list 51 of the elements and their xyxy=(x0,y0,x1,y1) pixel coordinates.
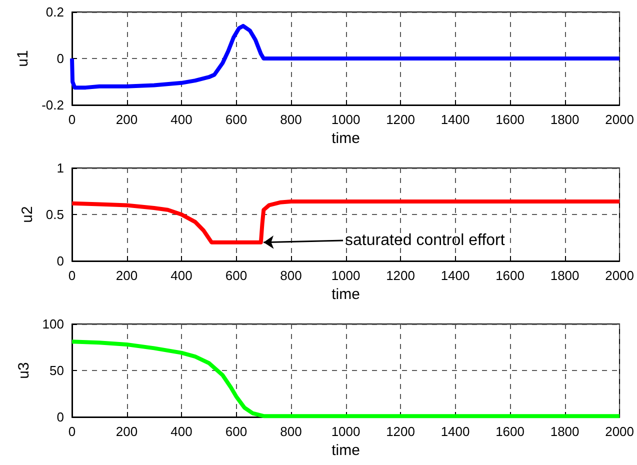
y-tick-label: 100 xyxy=(42,316,64,332)
x-axis-title: time xyxy=(332,442,360,459)
x-tick-label: 1200 xyxy=(386,268,415,283)
x-tick-label: 800 xyxy=(280,424,302,439)
x-tick-label: 1200 xyxy=(386,424,415,439)
x-tick-label: 600 xyxy=(225,424,248,439)
x-tick-label: 200 xyxy=(116,424,138,439)
y-tick-label: 1 xyxy=(56,160,64,176)
y-tick-label: 0 xyxy=(56,410,64,424)
y-axis-title: u1 xyxy=(14,50,32,67)
x-tick-label: 200 xyxy=(116,112,138,127)
x-tick-label: 1600 xyxy=(496,112,524,127)
y-tick-label: -0.2 xyxy=(42,98,64,112)
x-tick-label: 1400 xyxy=(440,112,470,127)
x-tick-label: 200 xyxy=(116,268,138,283)
x-tick-label: 1800 xyxy=(550,112,580,127)
x-tick-label: 0 xyxy=(68,268,76,283)
x-tick-label: 800 xyxy=(280,268,302,283)
x-tick-label: 400 xyxy=(170,424,192,439)
x-tick-label: 1000 xyxy=(331,112,360,127)
x-tick-label: 2000 xyxy=(605,268,634,283)
y-axis-title: u3 xyxy=(15,362,32,379)
x-tick-label: 2000 xyxy=(605,112,634,127)
y-tick-label: 0.2 xyxy=(46,4,64,20)
x-axis-title: time xyxy=(332,286,360,303)
x-tick-label: 600 xyxy=(225,112,248,127)
x-tick-label: 600 xyxy=(225,268,248,283)
y-tick-label: 0 xyxy=(56,51,64,66)
y-axis-title: u2 xyxy=(19,206,36,223)
x-tick-label: 0 xyxy=(68,424,76,439)
x-tick-label: 1400 xyxy=(440,268,470,283)
x-tick-label: 400 xyxy=(170,112,192,127)
x-tick-label: 0 xyxy=(68,112,76,127)
x-tick-label: 1600 xyxy=(496,424,524,439)
x-tick-label: 1200 xyxy=(386,112,415,127)
y-tick-label: 0 xyxy=(56,254,64,268)
line-series xyxy=(70,24,622,90)
x-tick-label: 1800 xyxy=(550,268,580,283)
x-tick-label: 1600 xyxy=(496,268,524,283)
annotation: saturated control effort xyxy=(345,232,506,249)
line-series xyxy=(70,199,622,244)
x-tick-label: 2000 xyxy=(605,424,634,439)
y-tick-label: 0.5 xyxy=(46,207,64,222)
x-tick-label: 1000 xyxy=(331,268,360,283)
x-axis-title: time xyxy=(332,130,360,147)
x-tick-label: 800 xyxy=(280,112,302,127)
x-tick-label: 1400 xyxy=(440,424,470,439)
y-tick-label: 50 xyxy=(50,363,64,378)
x-tick-label: 400 xyxy=(170,268,192,283)
x-tick-label: 1800 xyxy=(550,424,580,439)
x-tick-label: 1000 xyxy=(331,424,360,439)
